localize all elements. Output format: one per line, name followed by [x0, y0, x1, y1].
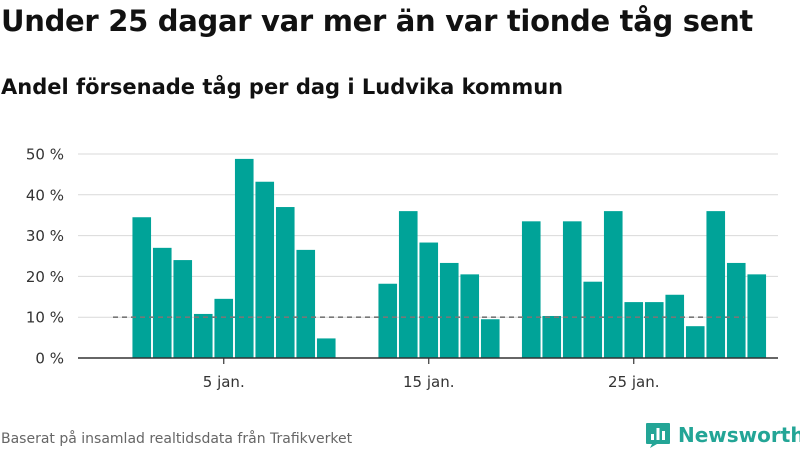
bar	[132, 217, 152, 358]
x-tick-label: 5 jan.	[203, 373, 245, 391]
bar	[214, 298, 234, 358]
bar	[439, 262, 459, 358]
bar	[706, 211, 726, 358]
bar	[460, 274, 480, 358]
y-tick-label: 0 %	[35, 350, 64, 368]
bar	[521, 221, 541, 358]
bar	[234, 158, 254, 358]
bar	[296, 249, 316, 358]
bar	[562, 221, 582, 358]
brand-logo: Newsworthy	[645, 421, 800, 449]
bars	[132, 158, 767, 358]
bar	[480, 319, 500, 358]
bar	[275, 207, 295, 358]
y-tick-label: 10 %	[26, 309, 64, 327]
axes: 0 % 10 % 20 % 30 % 40 % 50 % 5 jan. 15 jan. 25 j…	[26, 146, 778, 391]
bar	[644, 302, 664, 358]
bar	[665, 294, 685, 358]
bar	[726, 262, 746, 358]
bar	[603, 211, 623, 358]
x-tick-label: 15 jan.	[403, 373, 455, 391]
bar-chart: 0 % 10 % 20 % 30 % 40 % 50 % 5 jan. 15 jan. 25 j…	[26, 146, 778, 391]
chart-subtitle: Andel försenade tåg per dag i Ludvika ko…	[1, 75, 564, 99]
y-tick-label: 40 %	[26, 186, 64, 204]
x-tick-label: 25 jan.	[608, 373, 660, 391]
bar	[255, 181, 275, 358]
bar	[685, 326, 705, 358]
chart-title: Under 25 dagar var mer än var tionde tåg…	[1, 4, 753, 38]
bar	[419, 242, 439, 358]
bar	[316, 338, 336, 358]
bar	[152, 247, 172, 358]
bar	[193, 313, 213, 358]
source-note: Baserat på insamlad realtidsdata från Tr…	[1, 431, 353, 447]
bar	[378, 283, 398, 358]
bar	[583, 281, 603, 358]
y-tick-label: 30 %	[26, 227, 64, 245]
y-tick-label: 20 %	[26, 268, 64, 286]
y-tick-label: 50 %	[26, 146, 64, 164]
bar	[624, 302, 644, 358]
bar	[747, 274, 767, 358]
bar	[173, 260, 193, 358]
brand-name: Newsworthy	[678, 423, 800, 447]
bar	[542, 315, 562, 358]
newsworthy-logo-icon	[646, 422, 670, 448]
bar	[398, 211, 418, 358]
